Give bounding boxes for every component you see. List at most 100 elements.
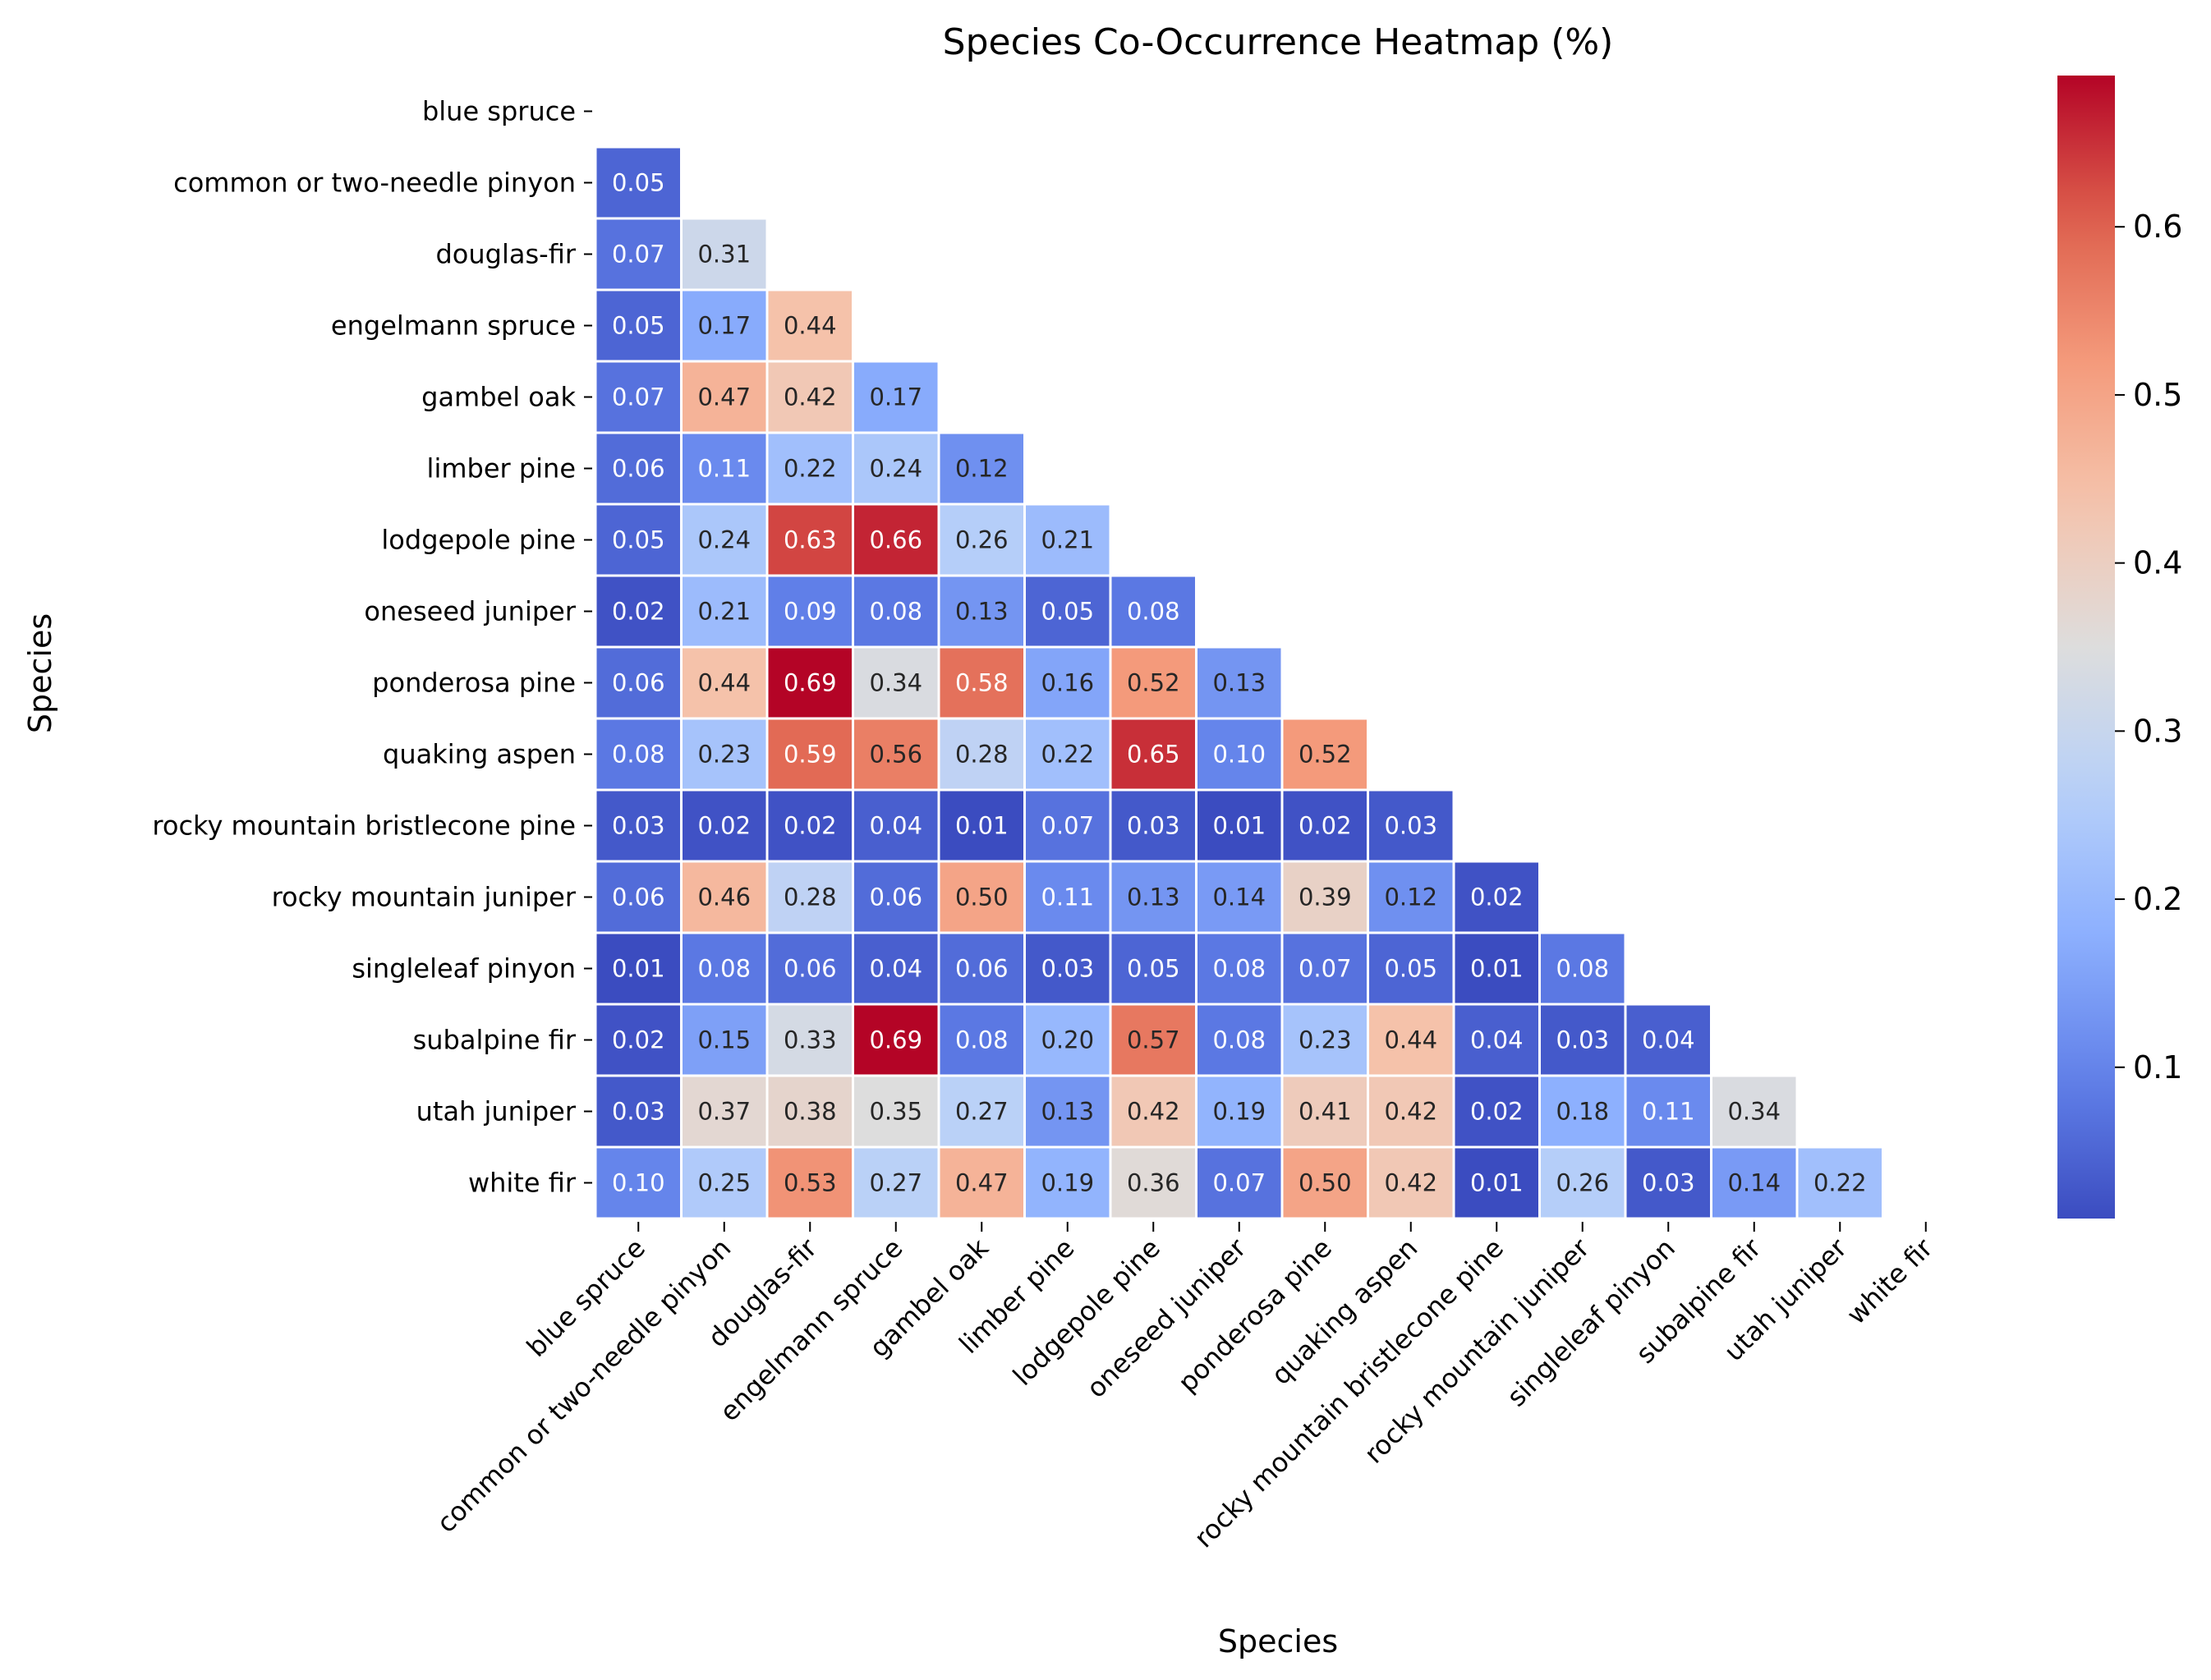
cell-value-label: 0.27 <box>955 1098 1009 1126</box>
cell-value-label: 0.47 <box>955 1169 1009 1197</box>
heatmap-cell <box>852 360 940 434</box>
y-tick-label-oneseed-juniper: oneseed juniper <box>364 596 576 627</box>
cell-value-label: 0.13 <box>1127 884 1180 911</box>
cell-value-label: 0.15 <box>697 1026 751 1054</box>
cell-value-label: 0.09 <box>784 598 837 626</box>
cell-value-label: 0.05 <box>1384 955 1437 983</box>
cell-value-label: 0.65 <box>1127 741 1180 769</box>
heatmap-cell <box>680 574 769 649</box>
cell-value-label: 0.06 <box>955 955 1009 983</box>
cell-value-label: 0.44 <box>697 669 751 697</box>
cell-value-label: 0.23 <box>697 741 751 769</box>
heatmap-cell <box>594 574 683 649</box>
y-tick-label-quaking-aspen: quaking aspen <box>383 739 576 770</box>
heatmap-cell <box>1023 503 1112 577</box>
cell-value-label: 0.38 <box>784 1098 837 1126</box>
cell-value-label: 0.08 <box>1556 955 1609 983</box>
heatmap-cell <box>1452 1003 1541 1077</box>
heatmap-cell <box>1367 1145 1455 1220</box>
cell-value-label: 0.27 <box>869 1169 922 1197</box>
cell-value-label: 0.39 <box>1299 884 1352 911</box>
heatmap-cell <box>1367 788 1455 863</box>
heatmap-cell <box>1195 1074 1284 1149</box>
heatmap-cell <box>852 1145 940 1220</box>
cell-value-label: 0.58 <box>955 669 1009 697</box>
heatmap-cell <box>594 860 683 934</box>
heatmap-cell <box>1710 1074 1799 1149</box>
cell-value-label: 0.26 <box>955 526 1009 554</box>
heatmap-cell <box>680 431 769 506</box>
x-tick-label-rocky-mountain-bristlecone-pine: rocky mountain bristlecone pine <box>1188 1232 1509 1554</box>
cell-value-label: 0.02 <box>1299 812 1352 840</box>
cell-value-label: 0.26 <box>1556 1169 1609 1197</box>
cell-value-label: 0.12 <box>1384 884 1437 911</box>
heatmap-cell <box>1280 1003 1369 1077</box>
heatmap-cell <box>1538 931 1627 1006</box>
x-tick-label-oneseed-juniper: oneseed juniper <box>1080 1232 1253 1404</box>
heatmap-cell <box>1195 645 1284 720</box>
y-tick-label-ponderosa-pine: ponderosa pine <box>372 668 576 699</box>
heatmap-cell <box>1195 931 1284 1006</box>
heatmap-cell <box>594 503 683 577</box>
cell-value-label: 0.22 <box>1813 1169 1867 1197</box>
heatmap-cell <box>594 145 683 220</box>
cell-value-label: 0.35 <box>869 1098 922 1126</box>
colorbar-tick-label: 0.4 <box>2133 545 2182 581</box>
heatmap-cell <box>1795 1145 1884 1220</box>
heatmap-cell <box>1109 1074 1197 1149</box>
cell-value-label: 0.14 <box>1727 1169 1781 1197</box>
heatmap-cell <box>1538 1074 1627 1149</box>
cell-value-label: 0.01 <box>1212 812 1266 840</box>
cell-value-label: 0.42 <box>1384 1098 1437 1126</box>
cell-value-label: 0.08 <box>869 598 922 626</box>
cell-value-label: 0.50 <box>1299 1169 1352 1197</box>
heatmap-cell <box>1195 788 1284 863</box>
cell-value-label: 0.04 <box>869 812 922 840</box>
heatmap-cell <box>1023 574 1112 649</box>
cell-value-label: 0.07 <box>612 241 665 269</box>
x-tick-label-quaking-aspen: quaking aspen <box>1265 1232 1423 1391</box>
cell-value-label: 0.56 <box>869 741 922 769</box>
cell-value-label: 0.08 <box>697 955 751 983</box>
cell-value-label: 0.03 <box>1041 955 1094 983</box>
cell-value-label: 0.05 <box>1127 955 1180 983</box>
x-tick-label-ponderosa-pine: ponderosa pine <box>1172 1232 1338 1398</box>
x-axis-label: Species <box>1218 1623 1338 1659</box>
colorbar: 0.1 0.2 0.3 0.4 0.5 0.6 <box>2057 76 2182 1219</box>
cell-value-label: 0.42 <box>1384 1169 1437 1197</box>
heatmap-cell <box>1624 1003 1712 1077</box>
x-tick-label-white-fir: white fir <box>1841 1232 1939 1330</box>
y-tick-label-common-or-two-needle-pinyon: common or two-needle pinyon <box>173 168 576 199</box>
colorbar-tick-label: 0.2 <box>2133 881 2182 917</box>
heatmap-cell <box>1280 788 1369 863</box>
heatmap-cell <box>1367 1003 1455 1077</box>
cell-value-label: 0.25 <box>697 1169 751 1197</box>
heatmap-cell <box>680 1145 769 1220</box>
cell-value-label: 0.03 <box>612 1098 665 1126</box>
cell-value-label: 0.01 <box>1470 1169 1524 1197</box>
heatmap-cell <box>1109 931 1197 1006</box>
cell-value-label: 0.02 <box>1470 884 1524 911</box>
cell-value-label: 0.01 <box>955 812 1009 840</box>
heatmap-cell <box>852 1074 940 1149</box>
cell-value-label: 0.52 <box>1127 669 1180 697</box>
cell-value-label: 0.04 <box>869 955 922 983</box>
y-tick-label-blue-spruce: blue spruce <box>422 96 576 127</box>
cell-value-label: 0.10 <box>1212 741 1266 769</box>
cell-value-label: 0.19 <box>1041 1169 1094 1197</box>
heatmap-cell <box>1624 1074 1712 1149</box>
cell-value-label: 0.03 <box>1127 812 1180 840</box>
cell-value-label: 0.02 <box>697 812 751 840</box>
cell-value-label: 0.04 <box>1470 1026 1524 1054</box>
heatmap-cell <box>1023 717 1112 792</box>
cell-value-label: 0.03 <box>1384 812 1437 840</box>
x-tick-label-lodgepole-pine: lodgepole pine <box>1007 1232 1166 1392</box>
cell-value-label: 0.02 <box>1470 1098 1524 1126</box>
cell-value-label: 0.24 <box>697 526 751 554</box>
heatmap-cell <box>937 503 1026 577</box>
cell-annotations: 0.05 0.07 0.31 0.05 0.17 0.44 0.07 0.47 0.42 0.17… <box>612 169 1867 1197</box>
cell-value-label: 0.03 <box>1556 1026 1609 1054</box>
cell-value-label: 0.69 <box>784 669 837 697</box>
cell-value-label: 0.28 <box>784 884 837 911</box>
